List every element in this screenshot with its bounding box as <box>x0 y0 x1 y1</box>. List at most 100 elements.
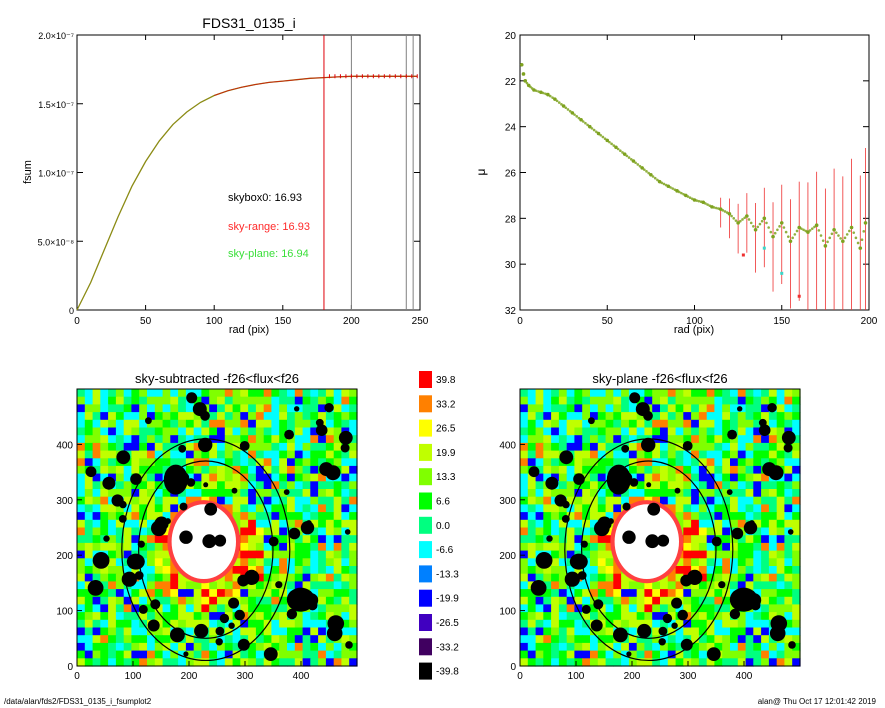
sky-subtracted-pixel <box>271 612 280 621</box>
sky-subtracted-pixel <box>178 419 187 429</box>
sky-plane-pixel <box>566 635 576 644</box>
sky-plane-pixel <box>722 596 731 606</box>
sky-plane-pixel <box>574 527 583 536</box>
sky-subtracted-pixel <box>115 642 125 652</box>
sky-plane-pixel <box>745 512 754 521</box>
sky-subtracted-pixel <box>139 458 148 467</box>
sky-plane-pixel <box>652 450 661 459</box>
sky-subtracted-pixel <box>271 596 280 606</box>
sky-plane-pixel <box>683 450 692 459</box>
sky-plane-pixel <box>675 558 684 567</box>
sky-subtracted-pixel <box>333 396 343 405</box>
sky-plane-pixel <box>660 404 669 413</box>
sky-plane-pixel <box>566 642 576 652</box>
sky-plane-pixel <box>644 635 653 644</box>
sky-plane-pixel <box>574 604 583 613</box>
sky-subtracted-pixel <box>193 419 203 429</box>
sky-plane-pixel <box>683 396 692 405</box>
sky-plane-pixel <box>551 589 560 598</box>
sky-plane-star-mask <box>767 403 777 413</box>
sky-subtracted-pixel <box>240 481 249 490</box>
sky-subtracted-star-mask <box>137 540 145 548</box>
sky-subtracted-star-mask <box>186 478 196 487</box>
sky-plane-pixel <box>644 619 653 629</box>
mu-point <box>525 81 529 85</box>
sky-plane-pixel <box>628 489 638 498</box>
sky-subtracted-pixel <box>224 658 234 667</box>
sky-plane-pixel <box>566 412 576 421</box>
sky-subtracted-pixel <box>318 573 327 582</box>
sky-subtracted-pixel <box>349 627 358 636</box>
sky-plane-pixel <box>628 589 638 598</box>
sky-subtracted-pixel <box>287 519 296 529</box>
sky-subtracted-pixel <box>115 389 125 398</box>
sky-plane-pixel <box>551 635 560 644</box>
sky-subtracted-pixel <box>255 458 265 467</box>
sky-plane-pixel <box>660 658 669 667</box>
sky-plane-pixel <box>644 612 653 621</box>
sky-plane-pixel <box>535 435 544 444</box>
sky-plane-pixel <box>605 573 614 582</box>
mu-point <box>614 145 618 150</box>
sky-subtracted-pixel <box>131 635 140 644</box>
sky-subtracted-pixel <box>77 573 86 582</box>
sky-plane-pixel <box>566 527 576 536</box>
sky-plane-pixel <box>605 512 614 521</box>
sky-plane-pixel <box>706 504 716 513</box>
sky-plane-pixel <box>792 435 801 444</box>
sky-subtracted-pixel <box>217 642 226 652</box>
mu-ytick-label: 22 <box>505 77 517 88</box>
sky-plane-pixel <box>613 650 622 659</box>
sky-subtracted-pixel <box>224 581 234 590</box>
sky-subtracted-pixel <box>84 550 94 559</box>
sky-subtracted-pixel <box>147 481 156 490</box>
sky-subtracted-pixel <box>255 627 265 636</box>
sky-plane-pixel <box>558 542 568 552</box>
sky-plane-pixel <box>691 450 700 459</box>
sky-subtracted-xtick-label: 400 <box>293 671 310 682</box>
sky-plane-pixel <box>527 404 537 413</box>
sky-subtracted-pixel <box>255 442 265 452</box>
sky-plane-pixel <box>558 550 568 559</box>
sky-plane-pixel <box>768 596 778 606</box>
sky-subtracted-pixel <box>201 604 210 613</box>
sky-plane-pixel <box>792 496 801 505</box>
sky-subtracted-pixel <box>162 542 171 552</box>
sky-plane-pixel <box>753 504 762 513</box>
sky-subtracted-pixel <box>240 604 249 613</box>
sky-plane-pixel <box>722 542 731 552</box>
sky-plane-pixel <box>730 619 739 629</box>
sky-plane-pixel <box>543 566 552 575</box>
mu-point <box>691 197 694 201</box>
sky-subtracted-pixel <box>232 642 241 652</box>
sky-plane-pixel <box>574 566 583 575</box>
sky-subtracted-pixel <box>294 566 304 575</box>
sky-plane-pixel <box>737 412 747 421</box>
sky-subtracted-pixel <box>318 396 327 405</box>
sky-subtracted-pixel <box>240 412 249 421</box>
sky-subtracted-pixel <box>147 512 156 521</box>
sky-plane-pixel <box>745 558 754 567</box>
sky-plane-pixel <box>722 458 731 467</box>
fsum-yticks: 05.0×10⁻⁸1.0×10⁻⁷1.5×10⁻⁷2.0×10⁻⁷ <box>38 31 420 316</box>
sky-plane-pixel <box>520 519 529 529</box>
sky-subtracted-pixel <box>108 435 117 444</box>
mu-point <box>671 187 674 190</box>
sky-subtracted-pixel <box>310 642 319 652</box>
sky-subtracted-pixel <box>92 419 101 429</box>
sky-subtracted-pixel <box>115 658 125 667</box>
sky-plane-pixel <box>644 581 653 590</box>
sky-plane-pixel <box>520 465 529 475</box>
sky-subtracted-pixel <box>310 635 319 644</box>
sky-plane-pixel <box>706 396 716 405</box>
sky-plane-pixel <box>660 604 669 613</box>
sky-subtracted-pixel <box>255 527 265 536</box>
sky-plane-pixel <box>527 458 537 467</box>
sky-plane-pixel <box>667 450 677 459</box>
sky-subtracted-pixel <box>154 635 164 644</box>
sky-plane-pixel <box>698 658 708 667</box>
colorbar-swatch <box>419 541 432 559</box>
sky-subtracted-pixel <box>318 481 327 490</box>
colorbar-legend: 39.833.226.519.913.36.60.0-6.6-13.3-19.9… <box>419 371 459 680</box>
mu-point <box>767 226 770 229</box>
